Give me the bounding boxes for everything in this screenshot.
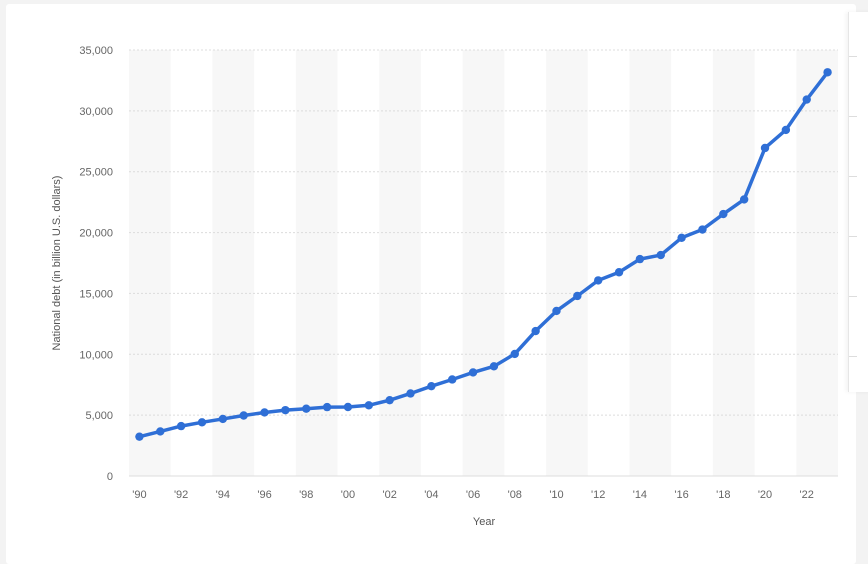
data-point[interactable] — [406, 389, 415, 398]
column-band — [379, 50, 421, 476]
data-point[interactable] — [760, 143, 770, 153]
column-band — [712, 50, 755, 476]
data-point[interactable] — [593, 276, 603, 285]
x-tick-label: '14 — [633, 489, 647, 501]
data-point[interactable] — [218, 414, 228, 424]
data-point[interactable] — [260, 408, 269, 417]
y-tick-label: 15,000 — [79, 288, 113, 300]
data-point[interactable] — [322, 402, 332, 412]
y-tick-label: 0 — [107, 471, 113, 483]
data-point[interactable] — [573, 291, 582, 301]
data-point[interactable] — [677, 233, 686, 243]
data-point[interactable] — [698, 225, 707, 234]
data-point[interactable] — [343, 402, 353, 412]
x-axis-title: Year — [473, 516, 496, 528]
data-point[interactable] — [197, 418, 207, 427]
data-point[interactable] — [135, 432, 144, 441]
data-point[interactable] — [489, 362, 499, 371]
data-point[interactable] — [427, 381, 436, 391]
data-point[interactable] — [364, 401, 374, 410]
column-band — [129, 50, 171, 476]
data-point[interactable] — [781, 125, 791, 135]
column-band — [546, 50, 588, 476]
data-point[interactable] — [468, 368, 478, 377]
x-tick-label: '98 — [299, 489, 313, 501]
x-tick-label: '92 — [174, 489, 188, 501]
x-tick-label: '10 — [549, 489, 563, 501]
data-point[interactable] — [510, 349, 519, 359]
data-point[interactable] — [802, 95, 811, 104]
data-point[interactable] — [302, 404, 311, 413]
data-point[interactable] — [156, 427, 165, 436]
y-tick-label: 5,000 — [85, 410, 113, 422]
data-point[interactable] — [176, 421, 186, 431]
column-band — [295, 50, 338, 476]
x-tick-label: '20 — [758, 489, 772, 501]
x-axis-ticks: '90 '92 '94 '96 '98 '00 '02 '04 '06 '08 '10 '12 '14 '… — [132, 489, 814, 501]
column-bands — [129, 50, 838, 476]
data-point[interactable] — [719, 209, 728, 219]
y-tick-label: 20,000 — [79, 228, 113, 240]
x-tick-label: '22 — [800, 489, 814, 501]
x-tick-label: '12 — [591, 489, 605, 501]
y-axis-title: National debt (in billion U.S. dollars) — [51, 176, 63, 351]
column-band — [796, 50, 838, 476]
data-point[interactable] — [239, 411, 248, 420]
data-point[interactable] — [385, 395, 394, 405]
y-tick-label: 10,000 — [79, 349, 113, 361]
x-tick-label: '04 — [424, 489, 438, 501]
y-tick-label: 35,000 — [79, 45, 113, 57]
gridlines — [129, 49, 838, 477]
series-layer — [135, 68, 832, 441]
data-point[interactable] — [552, 306, 561, 316]
side-panel — [848, 12, 868, 392]
x-tick-label: '90 — [132, 489, 146, 501]
data-point[interactable] — [656, 250, 665, 260]
data-point[interactable] — [448, 375, 457, 384]
x-tick-label: '08 — [508, 489, 522, 501]
data-point[interactable] — [614, 268, 624, 277]
x-tick-label: '02 — [382, 489, 396, 501]
x-tick-label: '06 — [466, 489, 480, 501]
column-band — [462, 50, 505, 476]
x-tick-label: '94 — [216, 489, 230, 501]
series-line — [137, 70, 830, 439]
data-point[interactable] — [531, 326, 540, 336]
x-tick-label: '18 — [716, 489, 730, 501]
x-tick-label: '00 — [341, 489, 355, 501]
x-tick-label: '16 — [674, 489, 688, 501]
y-tick-label: 25,000 — [79, 167, 113, 179]
column-band — [212, 50, 255, 476]
data-point[interactable] — [281, 405, 290, 415]
x-tick-label: '96 — [257, 489, 271, 501]
data-point[interactable] — [635, 254, 645, 264]
y-tick-label: 30,000 — [79, 106, 113, 118]
data-point[interactable] — [823, 68, 832, 77]
data-point[interactable] — [739, 195, 749, 204]
y-axis-ticks: 0 5,000 10,000 15,000 20,000 25,000 30,000 35,0… — [79, 45, 113, 483]
